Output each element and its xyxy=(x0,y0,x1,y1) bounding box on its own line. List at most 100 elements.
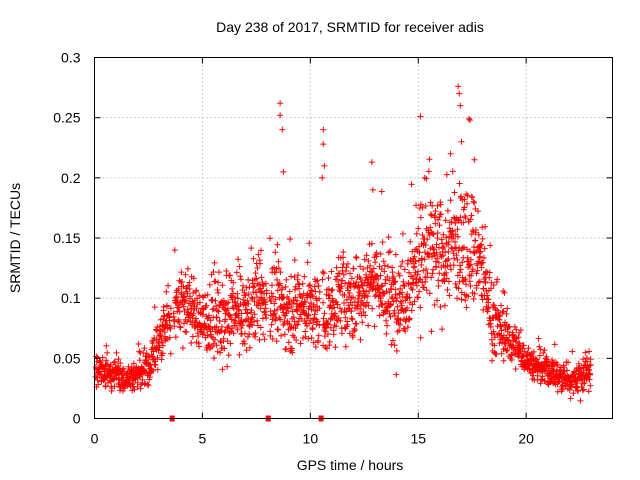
data-point xyxy=(477,253,484,260)
data-point xyxy=(393,347,400,354)
data-point xyxy=(363,288,370,295)
x-tick-label: 0 xyxy=(91,431,99,447)
data-point xyxy=(290,297,297,304)
data-point xyxy=(432,220,439,227)
data-point xyxy=(466,278,473,285)
data-point xyxy=(434,255,441,262)
data-point xyxy=(489,357,496,364)
data-point xyxy=(465,293,472,300)
data-point xyxy=(384,307,391,314)
data-point xyxy=(368,159,375,166)
data-point xyxy=(182,271,189,278)
data-point xyxy=(329,286,336,293)
data-point xyxy=(219,366,226,373)
data-point xyxy=(234,326,241,333)
data-point xyxy=(167,325,174,332)
data-point xyxy=(387,301,394,308)
data-point xyxy=(423,266,430,273)
data-point xyxy=(315,332,322,339)
data-point xyxy=(351,327,358,334)
data-point xyxy=(152,361,159,368)
data-point xyxy=(569,348,576,355)
data-point xyxy=(457,262,464,269)
data-point xyxy=(484,292,491,299)
data-point xyxy=(339,277,346,284)
data-point xyxy=(363,252,370,259)
data-point xyxy=(441,302,448,309)
data-point xyxy=(369,269,376,276)
data-point xyxy=(397,317,404,324)
data-point xyxy=(391,312,398,319)
data-point xyxy=(175,304,182,311)
data-point xyxy=(189,315,196,322)
data-point xyxy=(246,344,253,351)
data-point xyxy=(349,334,356,341)
data-point xyxy=(292,283,299,290)
data-point xyxy=(154,354,161,361)
data-point xyxy=(350,265,357,272)
data-point xyxy=(190,275,197,282)
data-point xyxy=(296,281,303,288)
data-point xyxy=(337,317,344,324)
x-tick-label: 5 xyxy=(199,431,207,447)
data-point xyxy=(456,90,463,97)
data-point xyxy=(467,216,474,223)
data-point xyxy=(567,395,574,402)
data-point xyxy=(312,344,319,351)
data-point xyxy=(457,102,464,109)
data-point xyxy=(158,335,165,342)
data-point xyxy=(309,326,316,333)
data-point xyxy=(479,296,486,303)
data-point xyxy=(403,293,410,300)
data-point xyxy=(481,245,488,252)
data-point xyxy=(213,342,220,349)
data-point xyxy=(212,336,219,343)
data-point xyxy=(190,310,197,317)
data-point xyxy=(233,322,240,329)
data-point xyxy=(136,357,143,364)
data-point xyxy=(258,247,265,254)
data-point xyxy=(256,260,263,267)
data-point xyxy=(295,272,302,279)
data-point xyxy=(283,276,290,283)
data-point xyxy=(389,337,396,344)
data-point xyxy=(497,323,504,330)
data-point xyxy=(377,272,384,279)
data-point xyxy=(328,268,335,275)
data-point xyxy=(551,341,558,348)
data-point xyxy=(320,315,327,322)
data-point xyxy=(236,351,243,358)
data-point xyxy=(390,273,397,280)
data-point xyxy=(397,285,404,292)
data-point xyxy=(483,288,490,295)
data-point xyxy=(279,285,286,292)
data-point xyxy=(97,371,104,378)
data-point xyxy=(394,328,401,335)
data-point xyxy=(416,249,423,256)
data-point xyxy=(349,302,356,309)
data-point xyxy=(241,340,248,347)
data-point xyxy=(324,331,331,338)
data-point xyxy=(314,318,321,325)
data-point xyxy=(254,280,261,287)
data-point xyxy=(383,304,390,311)
data-point xyxy=(487,323,494,330)
data-point xyxy=(227,340,234,347)
data-point xyxy=(417,214,424,221)
data-point xyxy=(212,278,219,285)
data-point xyxy=(450,262,457,269)
data-point xyxy=(244,297,251,304)
data-point xyxy=(431,301,438,308)
data-point xyxy=(369,305,376,312)
data-point xyxy=(252,330,259,337)
data-point xyxy=(206,281,213,288)
data-point xyxy=(458,193,465,200)
data-point xyxy=(360,266,367,273)
data-point xyxy=(580,386,587,393)
data-point xyxy=(399,289,406,296)
data-point xyxy=(119,387,126,394)
data-point xyxy=(476,278,483,285)
data-point xyxy=(215,279,222,286)
data-point xyxy=(283,345,290,352)
